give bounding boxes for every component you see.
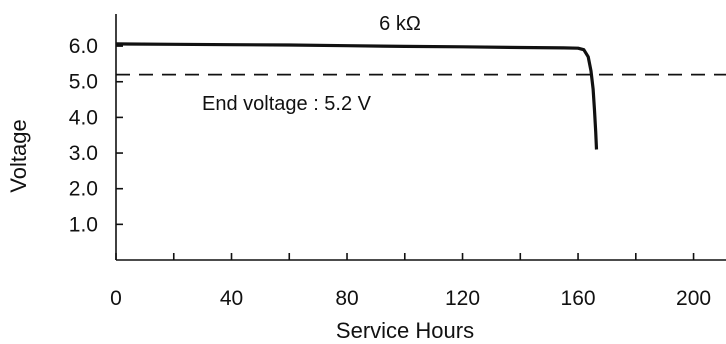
y-tick-label-1.0: 1.0: [69, 213, 98, 236]
series-annotation: 6 kΩ: [379, 13, 421, 35]
y-tick-label-4.0: 4.0: [69, 106, 98, 129]
y-tick-label-6.0: 6.0: [69, 35, 98, 58]
series-line-0: [115, 42, 599, 150]
x-axis-title: Service Hours: [336, 318, 474, 343]
y-axis-title: Voltage: [6, 119, 31, 192]
y-tick-label-2.0: 2.0: [69, 178, 98, 201]
x-tick-label-120: 120: [445, 287, 480, 310]
x-tick-label-160: 160: [561, 287, 596, 310]
y-tick-label-3.0: 3.0: [69, 142, 98, 165]
x-tick-label-200: 200: [676, 287, 711, 310]
series-group: [115, 42, 599, 150]
axes: 0 40 80 120 160 200 1.0 2.0 3.0 4.0 5.0 6.0: [69, 14, 726, 310]
reference-line-label: End voltage : 5.2 V: [202, 93, 372, 115]
x-tick-label-80: 80: [335, 287, 358, 310]
x-tick-label-40: 40: [220, 287, 243, 310]
x-tick-label-0: 0: [110, 287, 122, 310]
labels-group: 6 kΩ End voltage : 5.2 V Service Hours V…: [6, 13, 474, 343]
y-tick-label-5.0: 5.0: [69, 71, 98, 94]
